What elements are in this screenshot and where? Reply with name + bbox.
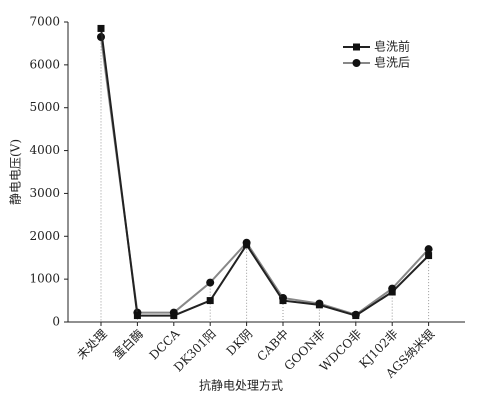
x-tick-label: 未处理: [74, 327, 109, 362]
y-tick-label: 2000: [29, 229, 60, 243]
y-tick-label: 6000: [29, 57, 60, 71]
y-tick-label: 0: [52, 315, 60, 329]
marker: [425, 252, 433, 260]
y-tick-label: 5000: [29, 100, 60, 114]
legend-label: 皂洗前: [374, 39, 410, 54]
marker: [206, 278, 215, 287]
y-tick-label: 7000: [29, 15, 60, 29]
marker: [388, 288, 396, 296]
y-tick-label: 4000: [29, 143, 60, 157]
series-line: [100, 28, 430, 317]
y-tick-label: 1000: [29, 272, 60, 286]
series-line: [100, 36, 430, 316]
y-tick-label: 3000: [29, 186, 60, 200]
marker: [206, 297, 214, 305]
x-axis-label: 抗静电处理方式: [199, 378, 283, 393]
marker: [243, 241, 251, 249]
y-axis-label: 静电电压(V): [9, 139, 23, 205]
x-tick-label: DK阴: [224, 327, 256, 359]
marker: [279, 297, 287, 305]
legend-label: 皂洗后: [374, 56, 410, 70]
marker: [315, 301, 323, 309]
marker: [170, 312, 178, 320]
legend-marker: [352, 59, 361, 67]
legend-marker: [353, 43, 360, 51]
marker: [133, 312, 141, 320]
marker: [352, 312, 360, 320]
x-tick-label: 蛋白酶: [110, 326, 146, 362]
marker: [424, 245, 433, 254]
marker: [97, 24, 105, 32]
